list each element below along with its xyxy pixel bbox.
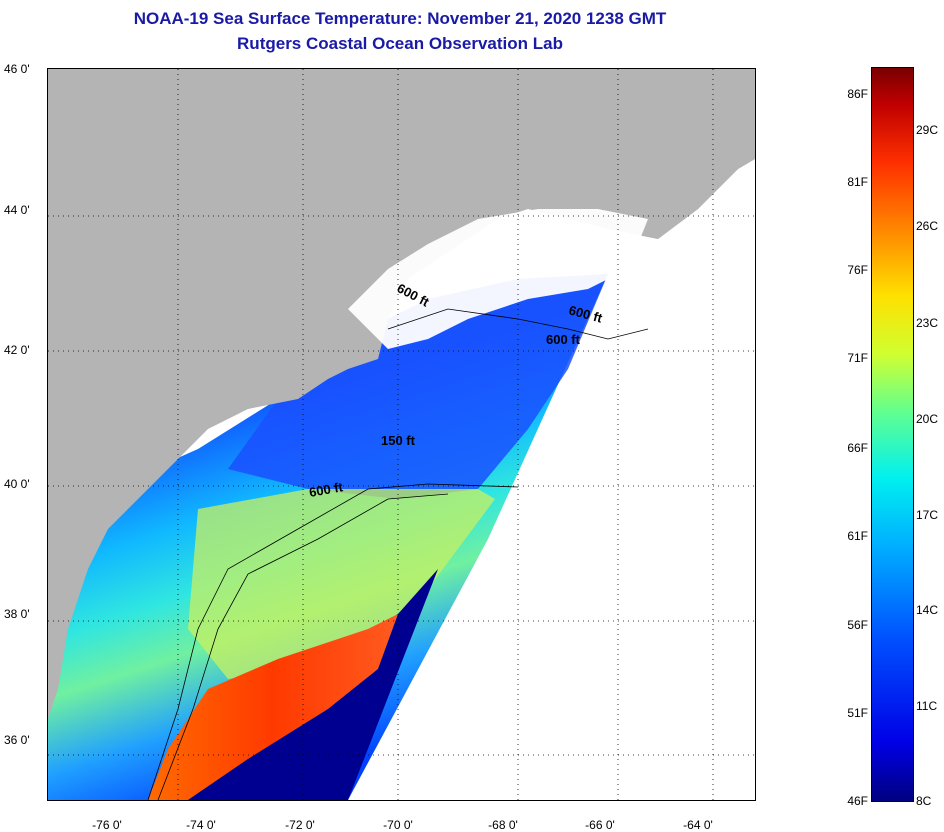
longitude-label: -68 0' <box>488 818 518 832</box>
latitude-label: 46 0' <box>4 62 30 76</box>
contour-line <box>157 493 449 800</box>
colorbar-f-label: 46F <box>847 794 868 808</box>
sst-map: 600 ft 600 ft 600 ft 150 ft 600 ft <box>47 68 756 801</box>
graticule <box>48 69 755 800</box>
latitude-label: 40 0' <box>4 477 30 491</box>
colorbar-c-label: 29C <box>916 123 939 137</box>
land-mass <box>48 69 755 719</box>
colorbar-c-label: 20C <box>916 412 939 426</box>
map-subtitle: Rutgers Coastal Ocean Observation Lab <box>237 34 563 53</box>
colorbar-f-label: 61F <box>847 529 868 543</box>
deep-water <box>188 569 438 800</box>
colorbar-c-label: 8C <box>916 794 932 808</box>
longitude-label: -74 0' <box>186 818 216 832</box>
cloud-cover <box>348 209 648 349</box>
colorbar-c-label: 26C <box>916 219 939 233</box>
colorbar-c-label: 14C <box>916 603 939 617</box>
contour-label: 600 ft <box>308 479 345 500</box>
contour-label: 150 ft <box>381 433 416 448</box>
latitude-label: 44 0' <box>4 203 30 217</box>
contour-label: 600 ft <box>546 332 581 347</box>
map-title: NOAA-19 Sea Surface Temperature: Novembe… <box>133 9 667 28</box>
longitude-label: -76 0' <box>92 818 122 832</box>
longitude-label: -72 0' <box>285 818 315 832</box>
latitude-label: 42 0' <box>4 343 30 357</box>
contour-line <box>387 308 649 340</box>
contour-line <box>147 483 519 800</box>
latitude-label: 36 0' <box>4 733 30 747</box>
longitude-label: -66 0' <box>585 818 615 832</box>
colorbar-f-label: 66F <box>847 441 868 455</box>
temperature-colorbar <box>871 67 914 802</box>
nova-scotia <box>608 129 755 239</box>
latitude-label: 38 0' <box>4 607 30 621</box>
gulf-of-maine-water <box>228 274 608 499</box>
colorbar-c-label: 17C <box>916 508 939 522</box>
colorbar-f-label: 71F <box>847 351 868 365</box>
colorbar-f-label: 56F <box>847 618 868 632</box>
gulf-stream <box>148 614 398 800</box>
colorbar-f-label: 51F <box>847 706 868 720</box>
colorbar-f-label: 76F <box>847 263 868 277</box>
colorbar-f-label: 81F <box>847 175 868 189</box>
colorbar-c-label: 11C <box>916 699 938 713</box>
longitude-label: -70 0' <box>383 818 413 832</box>
longitude-label: -64 0' <box>683 818 713 832</box>
sst-map-canvas: 600 ft 600 ft 600 ft 150 ft 600 ft <box>48 69 755 800</box>
colorbar-c-label: 23C <box>916 316 939 330</box>
colorbar-f-label: 86F <box>847 87 868 101</box>
mid-shelf-band <box>188 489 495 679</box>
